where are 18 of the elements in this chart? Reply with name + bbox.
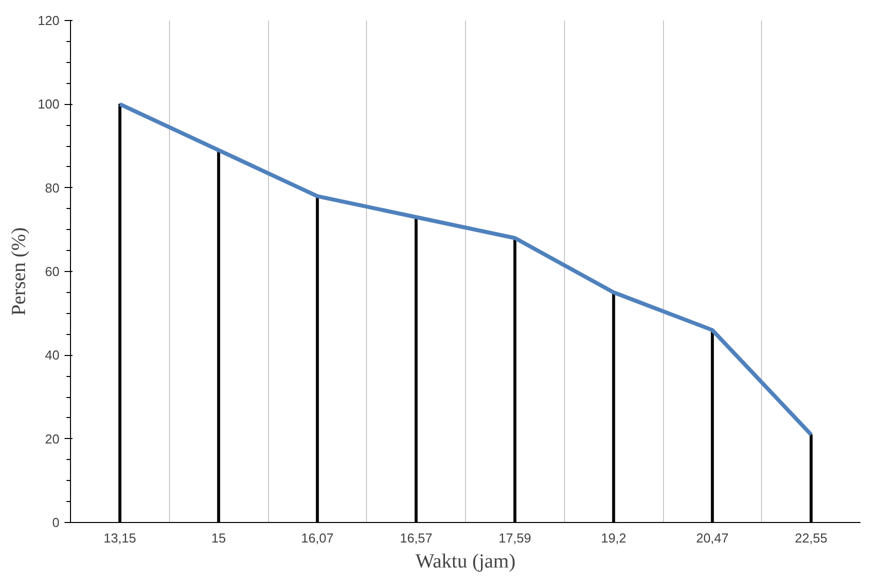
x-tick-label: 16,57 xyxy=(400,530,432,546)
x-tick-label: 19,2 xyxy=(600,530,626,546)
y-axis-title: Persen (%) xyxy=(8,227,30,316)
y-tick-label: 120 xyxy=(38,13,60,28)
x-tick-label: 17,59 xyxy=(498,530,532,546)
y-tick-label: 60 xyxy=(45,264,60,279)
x-tick-label: 16,07 xyxy=(301,530,334,546)
x-axis-title: Waktu (jam) xyxy=(415,550,516,572)
y-tick-label: 40 xyxy=(45,348,60,363)
y-tick-label: 20 xyxy=(45,431,60,446)
x-tick-label: 20,47 xyxy=(696,530,729,546)
y-tick-label: 100 xyxy=(38,96,60,112)
line-series xyxy=(118,102,814,437)
x-tick-label: 15 xyxy=(211,530,226,546)
y-tick-label: 80 xyxy=(45,180,60,196)
x-tick-label: 13,15 xyxy=(104,530,136,546)
x-tick-label: 22,55 xyxy=(794,530,828,546)
y-tick-label: 0 xyxy=(52,515,60,530)
